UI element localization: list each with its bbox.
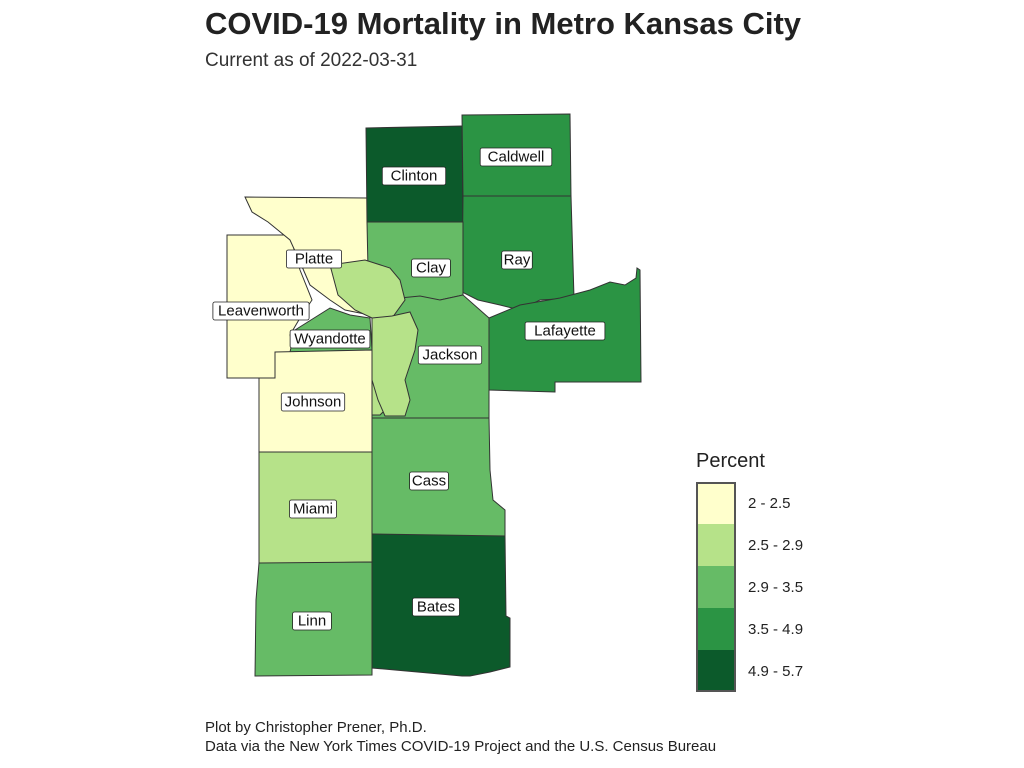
city-area-light-2 <box>371 311 419 417</box>
county-label-box <box>212 301 310 321</box>
county-label-bates: Bates <box>412 597 460 617</box>
county-label-leavenworth: Leavenworth <box>212 301 310 321</box>
county-label-box <box>412 597 460 617</box>
county-label-text: Clinton <box>391 168 438 185</box>
legend-title: Percent <box>696 450 765 472</box>
county-label-clay: Clay <box>411 258 451 278</box>
county-label-caldwell: Caldwell <box>479 147 553 167</box>
legend-item: 2 - 2.5 <box>696 482 803 524</box>
county-label-jackson: Jackson <box>417 345 483 365</box>
legend-swatch <box>696 608 736 650</box>
county-label-box <box>409 471 449 491</box>
legend-item: 4.9 - 5.7 <box>696 650 803 692</box>
map-title: COVID-19 Mortality in Metro Kansas City <box>205 6 802 41</box>
caption-source: Data via the New York Times COVID-19 Pro… <box>205 738 717 755</box>
county-label-box <box>381 166 447 186</box>
legend-item: 3.5 - 4.9 <box>696 608 803 650</box>
legend-label: 2.5 - 2.9 <box>748 536 804 554</box>
county-label-text: Wyandotte <box>294 331 366 348</box>
county-label-text: Platte <box>295 251 333 268</box>
legend-swatch <box>696 566 736 608</box>
county-label-box <box>285 249 342 269</box>
county-label-box <box>289 329 371 349</box>
county-label-box <box>280 392 346 412</box>
county-label-text: Bates <box>417 599 455 616</box>
county-label-miami: Miami <box>289 499 337 519</box>
legend-label: 2 - 2.5 <box>748 494 791 512</box>
county-label-text: Jackson <box>422 347 477 364</box>
county-label-text: Ray <box>504 252 531 269</box>
legend-swatch <box>696 524 736 566</box>
map-labels: Clinton Caldwell Platte Clay Ray Leavenworth W… <box>212 147 606 631</box>
legend: 2 - 2.5 2.5 - 2.9 2.9 - 3.5 3.5 - 4.9 4.… <box>696 482 803 692</box>
county-label-johnson: Johnson <box>280 392 346 412</box>
legend-item: 2.5 - 2.9 <box>696 524 803 566</box>
county-label-clinton: Clinton <box>381 166 447 186</box>
county-label-wyandotte: Wyandotte <box>289 329 371 349</box>
legend-item: 2.9 - 3.5 <box>696 566 803 608</box>
map-subtitle: Current as of 2022-03-31 <box>205 50 418 71</box>
county-label-ray: Ray <box>501 250 533 270</box>
legend-label: 2.9 - 3.5 <box>748 578 804 596</box>
county-label-box <box>417 345 483 365</box>
county-label-box <box>289 499 337 519</box>
county-label-linn: Linn <box>292 611 332 631</box>
county-label-platte: Platte <box>285 249 342 269</box>
county-label-box <box>501 250 533 270</box>
county-label-text: Lafayette <box>534 323 596 340</box>
county-label-box <box>411 258 451 278</box>
county-label-cass: Cass <box>409 471 449 491</box>
legend-swatch <box>696 482 736 524</box>
county-label-box <box>479 147 553 167</box>
county-label-text: Leavenworth <box>218 303 304 320</box>
legend-label: 4.9 - 5.7 <box>748 662 804 680</box>
county-label-text: Johnson <box>285 394 342 411</box>
county-label-lafayette: Lafayette <box>524 321 606 341</box>
legend-label: 3.5 - 4.9 <box>748 620 804 638</box>
county-label-text: Caldwell <box>488 149 545 166</box>
county-label-box <box>524 321 606 341</box>
caption-credit: Plot by Christopher Prener, Ph.D. <box>205 719 427 736</box>
county-label-box <box>292 611 332 631</box>
county-label-text: Cass <box>412 473 446 490</box>
legend-swatch <box>696 650 736 692</box>
county-label-text: Linn <box>298 613 326 630</box>
county-label-text: Miami <box>293 501 333 518</box>
county-label-text: Clay <box>416 260 447 277</box>
